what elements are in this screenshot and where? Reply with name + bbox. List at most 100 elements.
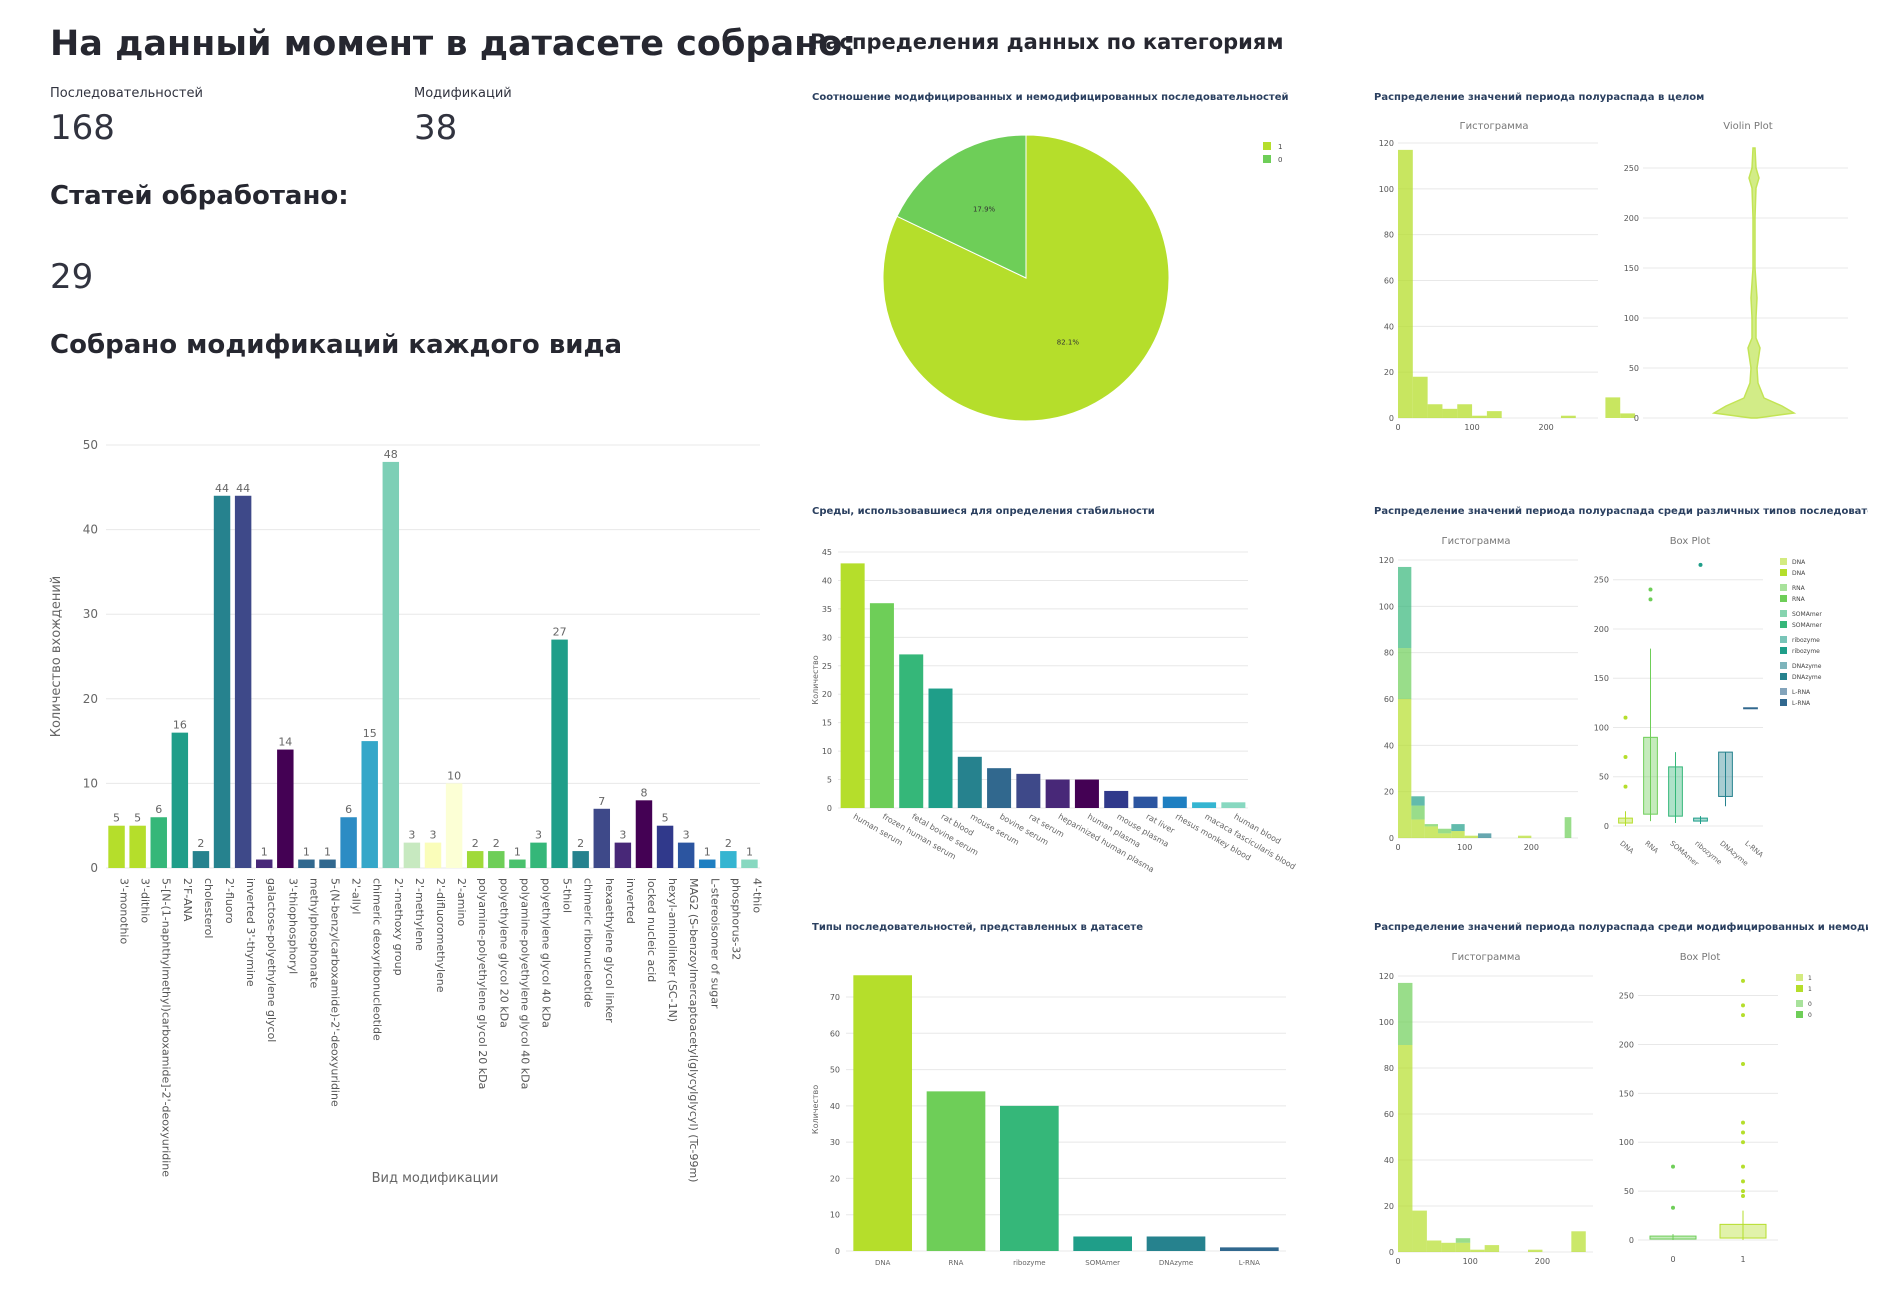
- legend-label: L-RNA: [1792, 700, 1811, 707]
- y-tick-label: 200: [1594, 625, 1609, 634]
- y-tick-label: 0: [1604, 822, 1609, 831]
- y-tick-label: 10: [830, 1211, 840, 1220]
- box: [1718, 751, 1733, 797]
- legend-swatch: [1263, 142, 1271, 150]
- bar: [928, 688, 953, 808]
- hist-bar: [1472, 415, 1487, 418]
- bar-value-label: 27: [553, 626, 567, 639]
- legend-swatch: [1780, 569, 1787, 576]
- articles-title: Статей обработано:: [50, 181, 349, 211]
- halflife-overall-chart[interactable]: Распределение значений периода полураспа…: [1368, 88, 1868, 438]
- y-axis-title: Количество: [811, 1085, 820, 1134]
- legend-label: RNA: [1792, 585, 1806, 592]
- subplot-title: Гистограмма: [1452, 952, 1521, 963]
- pie-chart[interactable]: Соотношение модифицированных и немодифиц…: [808, 88, 1288, 428]
- y-tick-label: 60: [1384, 695, 1394, 704]
- legend-swatch: [1780, 595, 1787, 602]
- x-tick-label: 200: [1539, 423, 1554, 432]
- bar-value-label: 5: [662, 812, 669, 825]
- y-tick-label: 60: [830, 1029, 840, 1038]
- bar: [1221, 802, 1246, 808]
- halflife-modified-chart[interactable]: Распределение значений периода полураспа…: [1368, 918, 1868, 1278]
- pie-slice: [896, 134, 1027, 279]
- x-tick-label: ribozyme: [1013, 1259, 1046, 1267]
- box-outlier: [1741, 978, 1745, 983]
- x-tick-label: chimeric ribonucleotide: [582, 878, 595, 1008]
- hist-bar: [1412, 1210, 1427, 1252]
- x-tick-label: hexyl-aminolinker (SC-1N): [666, 878, 679, 1022]
- y-tick-label: 250: [1619, 992, 1634, 1001]
- sequence-types-chart[interactable]: Типы последовательностей, представленных…: [808, 918, 1298, 1278]
- x-axis-title: Вид модификации: [372, 1171, 499, 1186]
- x-tick-label: 3'-monothio: [118, 878, 131, 944]
- chart-title: Соотношение модифицированных и немодифиц…: [812, 91, 1288, 103]
- bar: [234, 495, 252, 868]
- bar: [340, 817, 357, 868]
- hist-bar: [1605, 397, 1621, 418]
- hist-bar: [1438, 828, 1452, 834]
- x-tick-label: 2'-amino: [455, 878, 468, 926]
- legend-swatch: [1780, 699, 1787, 706]
- bar: [1073, 1236, 1132, 1251]
- hist-bar: [1441, 1242, 1456, 1252]
- box-outlier: [1741, 1189, 1745, 1194]
- mods-bar-chart[interactable]: 0 10 20 30 40 50 5 3'-monothio 5 3'-dithio 6 5-[N-(…: [40, 425, 780, 1195]
- bar: [720, 851, 737, 868]
- bar: [129, 825, 146, 868]
- bar: [108, 825, 125, 868]
- y-tick-label: 200: [1624, 214, 1639, 223]
- box-outlier: [1623, 715, 1628, 720]
- bar-value-label: 3: [408, 829, 415, 842]
- box: [1743, 707, 1758, 710]
- legend-swatch: [1780, 558, 1787, 565]
- x-tick-label: locked nucleic acid: [645, 878, 658, 982]
- y-tick-label: 50: [830, 1066, 840, 1075]
- legend-swatch: [1796, 1011, 1803, 1018]
- y-tick-label: 30: [83, 607, 98, 621]
- bar-value-label: 6: [155, 803, 162, 816]
- x-tick-label: RNA: [1643, 839, 1660, 855]
- bar-value-label: 5: [134, 812, 141, 825]
- legend-label: 1: [1808, 986, 1812, 993]
- bar-value-label: 1: [514, 846, 521, 859]
- x-tick-label: polyethylene glycol 20 kDa: [497, 878, 510, 1028]
- bar: [1192, 802, 1217, 808]
- legend-swatch: [1796, 974, 1803, 981]
- bar: [1074, 779, 1099, 808]
- hist-bar: [1427, 404, 1443, 418]
- legend-swatch: [1780, 584, 1787, 591]
- y-tick-label: 40: [83, 523, 98, 537]
- hist-bar: [1451, 831, 1465, 838]
- x-tick-label: 2'-allyl: [350, 878, 363, 914]
- hist-bar: [1451, 824, 1465, 832]
- chart-title: Распределение значений периода полураспа…: [1374, 921, 1868, 933]
- y-tick-label: 100: [1379, 185, 1394, 194]
- x-tick-label: 1: [1740, 1255, 1745, 1264]
- y-tick-label: 15: [822, 719, 832, 728]
- x-tick-label: 0: [1395, 1257, 1400, 1266]
- x-tick-label: methylphosphonate: [307, 878, 320, 988]
- media-bar-chart[interactable]: Среды, использовавшиеся для определения …: [808, 502, 1298, 882]
- bar: [424, 842, 442, 868]
- box-outlier: [1671, 1164, 1675, 1169]
- y-tick-label: 100: [1379, 602, 1394, 611]
- bar: [298, 859, 315, 868]
- box: [1618, 817, 1633, 824]
- bar: [466, 851, 484, 868]
- x-tick-label: 5-(N-benzylcarboxamide)-2'-deoxyuridine: [329, 878, 342, 1107]
- box-outlier: [1741, 1120, 1745, 1125]
- y-tick-label: 40: [1384, 741, 1394, 750]
- box: [1693, 817, 1708, 822]
- halflife-types-chart[interactable]: Распределение значений периода полураспа…: [1368, 502, 1868, 882]
- bar-value-label: 2: [493, 837, 500, 850]
- legend-label: 0: [1278, 156, 1282, 164]
- legend-swatch: [1780, 673, 1787, 680]
- hist-bar: [1455, 1238, 1471, 1243]
- bar: [488, 851, 505, 868]
- x-tick-label: 5-thiol: [561, 878, 574, 913]
- legend-label: 1: [1808, 975, 1812, 982]
- legend-label: 0: [1808, 1001, 1812, 1008]
- bar: [551, 639, 568, 868]
- hist-bar: [1470, 1249, 1485, 1252]
- bar-value-label: 15: [363, 727, 377, 740]
